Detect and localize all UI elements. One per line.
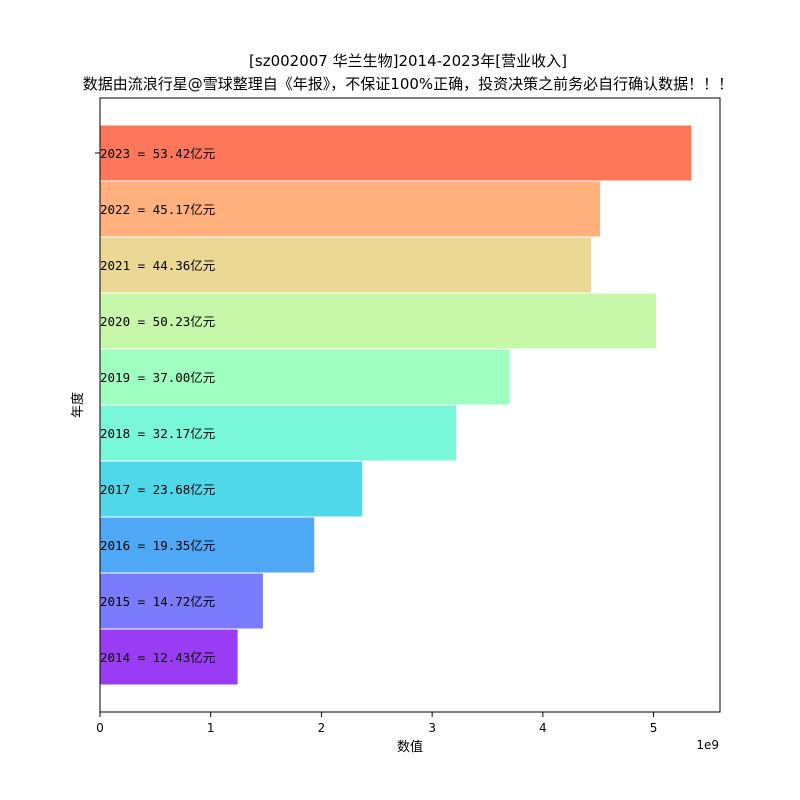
chart-title: [sz002007 华兰生物]2014-2023年[营业收入] <box>249 52 567 70</box>
x-tick-label: 4 <box>539 721 547 735</box>
x-tick-label: 1 <box>207 721 215 735</box>
bar-2015 <box>100 573 263 629</box>
bar-label-group: 2014 = 12.43亿元 2015 = 14.72亿元 2016 = 19.35… <box>100 146 215 665</box>
x-tick-label: 2 <box>318 721 326 735</box>
bar-group <box>100 125 692 685</box>
bar-label-2016: 2016 = 19.35亿元 <box>100 538 215 553</box>
x-axis-offset-label: 1e9 <box>696 738 719 752</box>
bar-2017 <box>100 461 363 517</box>
bar-2016 <box>100 517 315 573</box>
bar-2019 <box>100 349 510 405</box>
bar-2018 <box>100 405 457 461</box>
bar-label-2014: 2014 = 12.43亿元 <box>100 650 215 665</box>
bar-2023 <box>100 125 692 181</box>
x-tick-label: 3 <box>428 721 436 735</box>
bar-label-2022: 2022 = 45.17亿元 <box>100 202 215 217</box>
plot-frame <box>99 97 721 713</box>
bar-label-2019: 2019 = 37.00亿元 <box>100 370 215 385</box>
bar-label-2017: 2017 = 23.68亿元 <box>100 482 215 497</box>
chart-subtitle: 数据由流浪行星@雪球整理自《年报》，不保证100%正确，投资决策之前务必自行确认… <box>83 75 733 93</box>
bar-label-2021: 2021 = 44.36亿元 <box>100 258 215 273</box>
x-axis-label: 数值 <box>397 739 423 755</box>
x-tick-label: 5 <box>650 721 658 735</box>
bar-label-2018: 2018 = 32.17亿元 <box>100 426 215 441</box>
x-axis-ticks: 0 1 2 3 4 5 <box>96 712 657 735</box>
x-tick-label: 0 <box>96 721 104 735</box>
bar-label-2023: 2023 = 53.42亿元 <box>100 146 215 161</box>
bar-2014 <box>100 629 238 685</box>
bar-2020 <box>100 293 657 349</box>
bar-2022 <box>100 181 601 237</box>
bar-2021 <box>100 237 592 293</box>
bar-label-2015: 2015 = 14.72亿元 <box>100 594 215 609</box>
bar-label-2020: 2020 = 50.23亿元 <box>100 314 215 329</box>
y-axis-label: 年度 <box>70 392 86 418</box>
